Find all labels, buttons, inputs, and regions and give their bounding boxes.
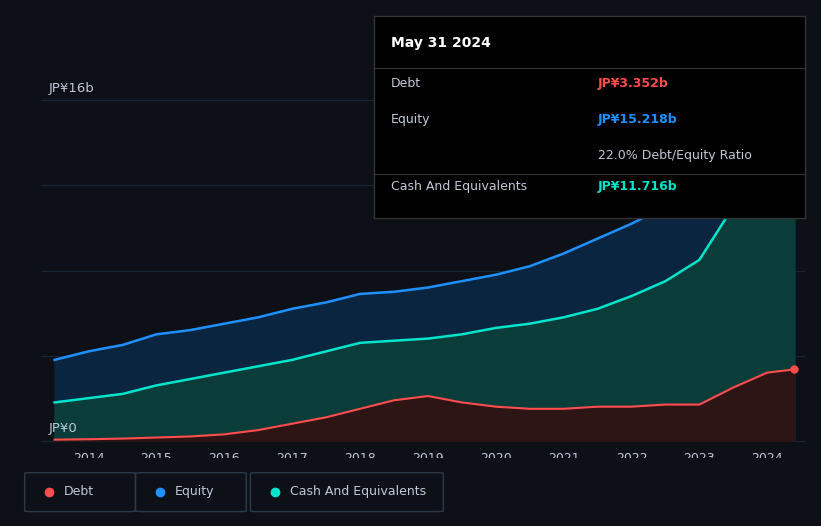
Text: Debt: Debt: [64, 485, 94, 498]
Text: Cash And Equivalents: Cash And Equivalents: [290, 485, 426, 498]
Text: Equity: Equity: [391, 113, 430, 126]
Text: May 31 2024: May 31 2024: [391, 36, 491, 50]
Text: 22.0% Debt/Equity Ratio: 22.0% Debt/Equity Ratio: [598, 149, 751, 163]
Text: Cash And Equivalents: Cash And Equivalents: [391, 180, 527, 193]
Text: JP¥16b: JP¥16b: [48, 82, 94, 95]
Text: JP¥11.716b: JP¥11.716b: [598, 180, 677, 193]
Text: Equity: Equity: [175, 485, 214, 498]
Text: JP¥15.218b: JP¥15.218b: [598, 113, 677, 126]
Text: JP¥0: JP¥0: [48, 422, 77, 434]
Text: Debt: Debt: [391, 77, 421, 89]
Text: JP¥3.352b: JP¥3.352b: [598, 77, 668, 89]
